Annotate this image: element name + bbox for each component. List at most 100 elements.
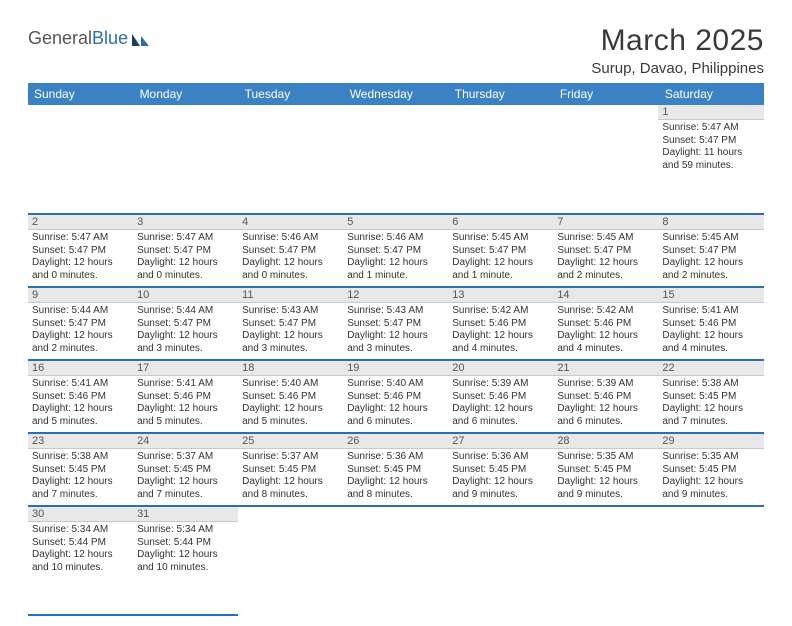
calendar-day-cell: 6Sunrise: 5:45 AMSunset: 5:47 PMDaylight… — [448, 214, 553, 287]
day-details: Sunrise: 5:36 AMSunset: 5:45 PMDaylight:… — [448, 449, 553, 505]
calendar-day-cell — [553, 506, 658, 615]
day-number: 16 — [28, 361, 133, 376]
day-details: Sunrise: 5:46 AMSunset: 5:47 PMDaylight:… — [238, 230, 343, 286]
day-details: Sunrise: 5:44 AMSunset: 5:47 PMDaylight:… — [133, 303, 238, 359]
daylight-text-1: Daylight: 12 hours — [242, 330, 339, 343]
sunset-text: Sunset: 5:45 PM — [32, 464, 129, 477]
sunrise-text: Sunrise: 5:36 AM — [347, 451, 444, 464]
day-details: Sunrise: 5:44 AMSunset: 5:47 PMDaylight:… — [28, 303, 133, 359]
sunset-text: Sunset: 5:44 PM — [32, 537, 129, 550]
day-number: 6 — [448, 215, 553, 230]
sunrise-text: Sunrise: 5:37 AM — [137, 451, 234, 464]
calendar-day-cell: 4Sunrise: 5:46 AMSunset: 5:47 PMDaylight… — [238, 214, 343, 287]
day-details: Sunrise: 5:41 AMSunset: 5:46 PMDaylight:… — [133, 376, 238, 432]
daylight-text-1: Daylight: 12 hours — [242, 257, 339, 270]
daylight-text-2: and 8 minutes. — [242, 489, 339, 502]
sunset-text: Sunset: 5:46 PM — [557, 318, 654, 331]
calendar-day-cell: 13Sunrise: 5:42 AMSunset: 5:46 PMDayligh… — [448, 287, 553, 360]
day-number: 19 — [343, 361, 448, 376]
daylight-text-1: Daylight: 12 hours — [557, 257, 654, 270]
calendar-day-cell: 19Sunrise: 5:40 AMSunset: 5:46 PMDayligh… — [343, 360, 448, 433]
day-number: 4 — [238, 215, 343, 230]
daylight-text-1: Daylight: 12 hours — [452, 476, 549, 489]
calendar-day-cell — [343, 105, 448, 214]
daylight-text-1: Daylight: 11 hours — [662, 147, 759, 160]
sunrise-text: Sunrise: 5:42 AM — [452, 305, 549, 318]
day-details: Sunrise: 5:42 AMSunset: 5:46 PMDaylight:… — [553, 303, 658, 359]
calendar-page: GeneralBlue March 2025 Surup, Davao, Phi… — [0, 0, 792, 626]
day-details: Sunrise: 5:40 AMSunset: 5:46 PMDaylight:… — [238, 376, 343, 432]
day-number: 25 — [238, 434, 343, 449]
calendar-day-cell: 8Sunrise: 5:45 AMSunset: 5:47 PMDaylight… — [658, 214, 763, 287]
calendar-day-cell — [448, 506, 553, 615]
weekday-header: Friday — [553, 83, 658, 105]
daylight-text-2: and 10 minutes. — [137, 562, 234, 575]
day-details: Sunrise: 5:37 AMSunset: 5:45 PMDaylight:… — [238, 449, 343, 505]
daylight-text-2: and 59 minutes. — [662, 160, 759, 173]
daylight-text-2: and 2 minutes. — [32, 343, 129, 356]
daylight-text-1: Daylight: 12 hours — [137, 330, 234, 343]
daylight-text-2: and 6 minutes. — [347, 416, 444, 429]
day-number: 8 — [658, 215, 763, 230]
calendar-day-cell — [553, 105, 658, 214]
day-number: 28 — [553, 434, 658, 449]
weekday-header: Tuesday — [238, 83, 343, 105]
sunrise-text: Sunrise: 5:46 AM — [347, 232, 444, 245]
day-number: 31 — [133, 507, 238, 522]
calendar-day-cell — [343, 506, 448, 615]
daylight-text-1: Daylight: 12 hours — [347, 476, 444, 489]
calendar-day-cell: 5Sunrise: 5:46 AMSunset: 5:47 PMDaylight… — [343, 214, 448, 287]
weekday-header: Thursday — [448, 83, 553, 105]
day-details: Sunrise: 5:45 AMSunset: 5:47 PMDaylight:… — [658, 230, 763, 286]
brand-part1: General — [28, 28, 92, 49]
sunrise-text: Sunrise: 5:47 AM — [662, 122, 759, 135]
calendar-week-row: 9Sunrise: 5:44 AMSunset: 5:47 PMDaylight… — [28, 287, 764, 360]
day-number: 17 — [133, 361, 238, 376]
daylight-text-1: Daylight: 12 hours — [347, 330, 444, 343]
sunset-text: Sunset: 5:47 PM — [32, 318, 129, 331]
weekday-header-row: Sunday Monday Tuesday Wednesday Thursday… — [28, 83, 764, 105]
daylight-text-2: and 0 minutes. — [32, 270, 129, 283]
daylight-text-1: Daylight: 12 hours — [347, 403, 444, 416]
day-details: Sunrise: 5:37 AMSunset: 5:45 PMDaylight:… — [133, 449, 238, 505]
daylight-text-2: and 4 minutes. — [557, 343, 654, 356]
day-number: 21 — [553, 361, 658, 376]
day-details: Sunrise: 5:39 AMSunset: 5:46 PMDaylight:… — [553, 376, 658, 432]
sunrise-text: Sunrise: 5:40 AM — [347, 378, 444, 391]
sunset-text: Sunset: 5:46 PM — [557, 391, 654, 404]
daylight-text-1: Daylight: 12 hours — [557, 476, 654, 489]
daylight-text-2: and 2 minutes. — [557, 270, 654, 283]
calendar-day-cell: 10Sunrise: 5:44 AMSunset: 5:47 PMDayligh… — [133, 287, 238, 360]
calendar-day-cell: 23Sunrise: 5:38 AMSunset: 5:45 PMDayligh… — [28, 433, 133, 506]
daylight-text-2: and 3 minutes. — [347, 343, 444, 356]
day-number: 1 — [658, 105, 763, 120]
sunset-text: Sunset: 5:44 PM — [137, 537, 234, 550]
daylight-text-1: Daylight: 12 hours — [137, 549, 234, 562]
day-details: Sunrise: 5:41 AMSunset: 5:46 PMDaylight:… — [658, 303, 763, 359]
day-number: 13 — [448, 288, 553, 303]
daylight-text-1: Daylight: 12 hours — [557, 330, 654, 343]
sunset-text: Sunset: 5:47 PM — [242, 318, 339, 331]
daylight-text-2: and 4 minutes. — [662, 343, 759, 356]
daylight-text-2: and 6 minutes. — [452, 416, 549, 429]
sunrise-text: Sunrise: 5:42 AM — [557, 305, 654, 318]
brand-logo: GeneralBlue — [28, 28, 150, 49]
sunrise-text: Sunrise: 5:35 AM — [662, 451, 759, 464]
day-number: 29 — [658, 434, 763, 449]
daylight-text-2: and 5 minutes. — [137, 416, 234, 429]
daylight-text-2: and 1 minute. — [347, 270, 444, 283]
day-details: Sunrise: 5:41 AMSunset: 5:46 PMDaylight:… — [28, 376, 133, 432]
sunrise-text: Sunrise: 5:46 AM — [242, 232, 339, 245]
day-details: Sunrise: 5:38 AMSunset: 5:45 PMDaylight:… — [28, 449, 133, 505]
calendar-day-cell: 25Sunrise: 5:37 AMSunset: 5:45 PMDayligh… — [238, 433, 343, 506]
header: GeneralBlue March 2025 Surup, Davao, Phi… — [28, 24, 764, 77]
day-number: 14 — [553, 288, 658, 303]
daylight-text-1: Daylight: 12 hours — [137, 403, 234, 416]
day-number: 3 — [133, 215, 238, 230]
sunrise-text: Sunrise: 5:47 AM — [32, 232, 129, 245]
daylight-text-2: and 5 minutes. — [242, 416, 339, 429]
daylight-text-1: Daylight: 12 hours — [662, 476, 759, 489]
daylight-text-1: Daylight: 12 hours — [662, 330, 759, 343]
sunset-text: Sunset: 5:45 PM — [242, 464, 339, 477]
daylight-text-1: Daylight: 12 hours — [32, 403, 129, 416]
